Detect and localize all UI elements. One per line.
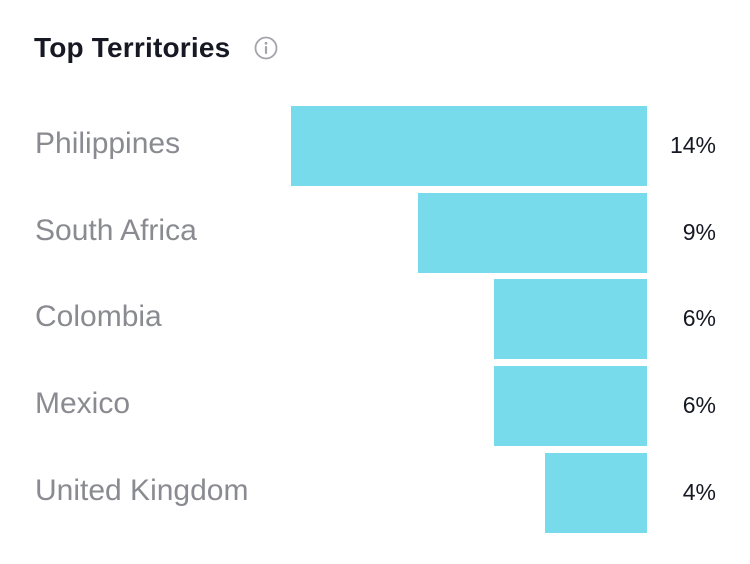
- value-label: 9%: [682, 218, 716, 245]
- chart-title: Top Territories: [34, 32, 231, 63]
- value-label: 6%: [682, 305, 716, 332]
- bar: [291, 106, 647, 186]
- category-label: South Africa: [35, 213, 197, 247]
- value-label: 6%: [682, 392, 716, 419]
- category-label: Colombia: [35, 300, 162, 334]
- info-icon[interactable]: [254, 36, 278, 60]
- value-label: 4%: [682, 478, 716, 505]
- bar: [418, 192, 647, 273]
- bar: [545, 452, 647, 533]
- category-label: Mexico: [35, 387, 131, 421]
- chart-header: Top Territories: [34, 28, 278, 68]
- value-label: 14%: [669, 132, 716, 158]
- category-label: Philippines: [35, 127, 181, 160]
- bar: [494, 366, 647, 447]
- bar: [494, 279, 647, 360]
- category-label: United Kingdom: [35, 473, 249, 507]
